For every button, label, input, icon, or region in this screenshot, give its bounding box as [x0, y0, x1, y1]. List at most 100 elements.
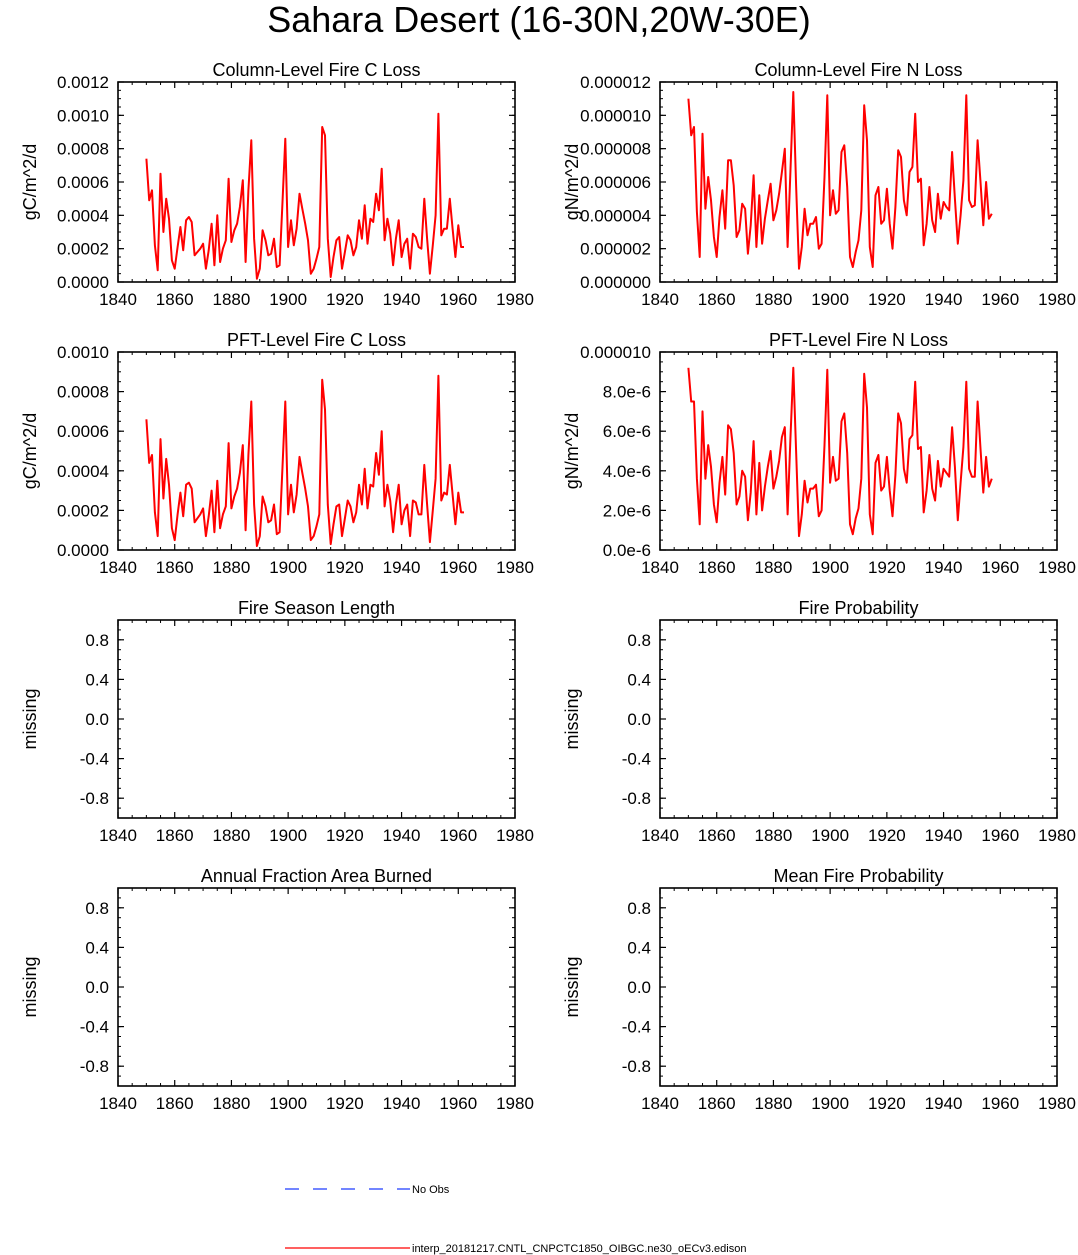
x-tick-label: 1860 — [698, 1094, 736, 1113]
x-tick-label: 1920 — [868, 290, 906, 309]
x-tick-label: 1920 — [326, 826, 364, 845]
y-axis-label: missing — [562, 956, 582, 1017]
page-title: Sahara Desert (16-30N,20W-30E) — [267, 0, 811, 40]
x-tick-label: 1980 — [496, 558, 534, 577]
x-tick-label: 1880 — [213, 826, 251, 845]
x-tick-label: 1920 — [868, 1094, 906, 1113]
y-tick-label: -0.8 — [80, 1057, 109, 1076]
x-tick-label: 1900 — [269, 1094, 307, 1113]
chart-panel-3: PFT-Level Fire C Loss gC/m^2/d 1840 1860 188… — [20, 330, 534, 577]
series-line-1 — [687, 91, 993, 270]
y-tick-label: 0.0008 — [57, 140, 109, 159]
y-tick-label: 0.0010 — [57, 343, 109, 362]
x-tick-label: 1880 — [213, 290, 251, 309]
chart-panel-4: PFT-Level Fire N Loss gN/m^2/d 1840 1860 188… — [562, 330, 1076, 577]
x-tick-label: 1860 — [698, 290, 736, 309]
plot-frame — [659, 619, 1058, 819]
x-tick-label: 1960 — [981, 826, 1019, 845]
y-tick-label: 0.000010 — [580, 106, 651, 125]
x-tick-label: 1880 — [755, 826, 793, 845]
y-tick-label: 0.000000 — [580, 273, 651, 292]
y-tick-label: 0.0 — [85, 710, 109, 729]
x-tick-label: 1900 — [811, 558, 849, 577]
x-tick-label: 1960 — [981, 290, 1019, 309]
y-tick-label: 0.0000 — [57, 273, 109, 292]
x-tick-label: 1940 — [925, 826, 963, 845]
x-tick-label: 1940 — [383, 290, 421, 309]
x-tick-label: 1900 — [269, 558, 307, 577]
chart-title: Mean Fire Probability — [773, 866, 943, 886]
y-tick-label: 0.0004 — [57, 206, 109, 225]
x-tick-label: 1920 — [326, 290, 364, 309]
x-tick-label: 1940 — [925, 1094, 963, 1113]
y-tick-label: 6.0e-6 — [603, 422, 651, 441]
y-tick-label: 0.000012 — [580, 73, 651, 92]
x-tick-label: 1840 — [641, 826, 679, 845]
chart-panel-7: Annual Fraction Area Burned missing 1840 18… — [20, 866, 534, 1113]
x-tick-label: 1900 — [269, 826, 307, 845]
y-tick-label: -0.4 — [622, 750, 651, 769]
y-axis-label: gN/m^2/d — [562, 144, 582, 220]
series-line-1 — [687, 366, 993, 538]
x-tick-label: 1960 — [981, 558, 1019, 577]
plot-frame — [659, 887, 1058, 1087]
x-tick-label: 1980 — [1038, 558, 1076, 577]
chart-panel-6: Fire Probability missing 1840 1860 1880 1900 1… — [562, 598, 1076, 845]
y-axis-label: gC/m^2/d — [20, 144, 40, 220]
plot-frame — [659, 351, 1058, 551]
x-tick-label: 1900 — [269, 290, 307, 309]
legend-obs-label: No Obs — [412, 1184, 450, 1196]
chart-title: Annual Fraction Area Burned — [201, 866, 432, 886]
chart-panel-8: Mean Fire Probability missing 1840 1860 1880… — [562, 866, 1076, 1113]
y-tick-label: 0.4 — [85, 670, 109, 689]
x-tick-label: 1940 — [383, 558, 421, 577]
y-tick-label: 0.8 — [627, 631, 651, 650]
x-tick-label: 1860 — [156, 1094, 194, 1113]
chart-title: Fire Probability — [798, 598, 918, 618]
x-tick-label: 1920 — [868, 826, 906, 845]
x-tick-label: 1960 — [981, 1094, 1019, 1113]
y-axis-label: missing — [562, 688, 582, 749]
x-tick-label: 1840 — [99, 558, 137, 577]
plot-frame — [117, 887, 516, 1087]
y-tick-label: 0.4 — [627, 938, 651, 957]
chart-title: PFT-Level Fire N Loss — [769, 330, 948, 350]
x-tick-label: 1840 — [99, 826, 137, 845]
x-tick-label: 1840 — [99, 1094, 137, 1113]
x-tick-label: 1980 — [1038, 826, 1076, 845]
y-axis-label: missing — [20, 956, 40, 1017]
x-tick-label: 1860 — [156, 826, 194, 845]
y-tick-label: 0.0 — [627, 710, 651, 729]
x-tick-label: 1840 — [641, 558, 679, 577]
y-tick-label: 0.8 — [627, 899, 651, 918]
y-tick-label: 0.000010 — [580, 343, 651, 362]
chart-panel-1: Column-Level Fire C Loss gC/m^2/d 1840 1860… — [20, 60, 534, 309]
y-axis-label: missing — [20, 688, 40, 749]
x-tick-label: 1960 — [439, 290, 477, 309]
x-tick-label: 1940 — [383, 826, 421, 845]
y-tick-label: 0.0 — [85, 978, 109, 997]
x-tick-label: 1860 — [698, 558, 736, 577]
x-tick-label: 1860 — [698, 826, 736, 845]
series-line-1 — [145, 112, 464, 280]
x-tick-label: 1880 — [755, 558, 793, 577]
y-tick-label: 0.000006 — [580, 173, 651, 192]
x-tick-label: 1940 — [925, 558, 963, 577]
x-tick-label: 1880 — [755, 290, 793, 309]
chart-title: Column-Level Fire C Loss — [212, 60, 420, 80]
series-line-1 — [145, 374, 464, 547]
x-tick-label: 1920 — [868, 558, 906, 577]
y-tick-label: 0.0012 — [57, 73, 109, 92]
y-tick-label: 0.0000 — [57, 541, 109, 560]
chart-panel-5: Fire Season Length missing 1840 1860 1880 190… — [20, 598, 534, 845]
y-axis-label: gC/m^2/d — [20, 413, 40, 489]
x-tick-label: 1980 — [496, 1094, 534, 1113]
y-axis-label: gN/m^2/d — [562, 413, 582, 489]
y-tick-label: 0.0008 — [57, 383, 109, 402]
y-tick-label: 0.000004 — [580, 206, 651, 225]
x-tick-label: 1840 — [641, 290, 679, 309]
x-tick-label: 1880 — [213, 558, 251, 577]
legend-model-label: interp_20181217.CNTL_CNPCTC1850_OIBGC.ne… — [412, 1243, 746, 1255]
plot-frame — [659, 81, 1058, 283]
